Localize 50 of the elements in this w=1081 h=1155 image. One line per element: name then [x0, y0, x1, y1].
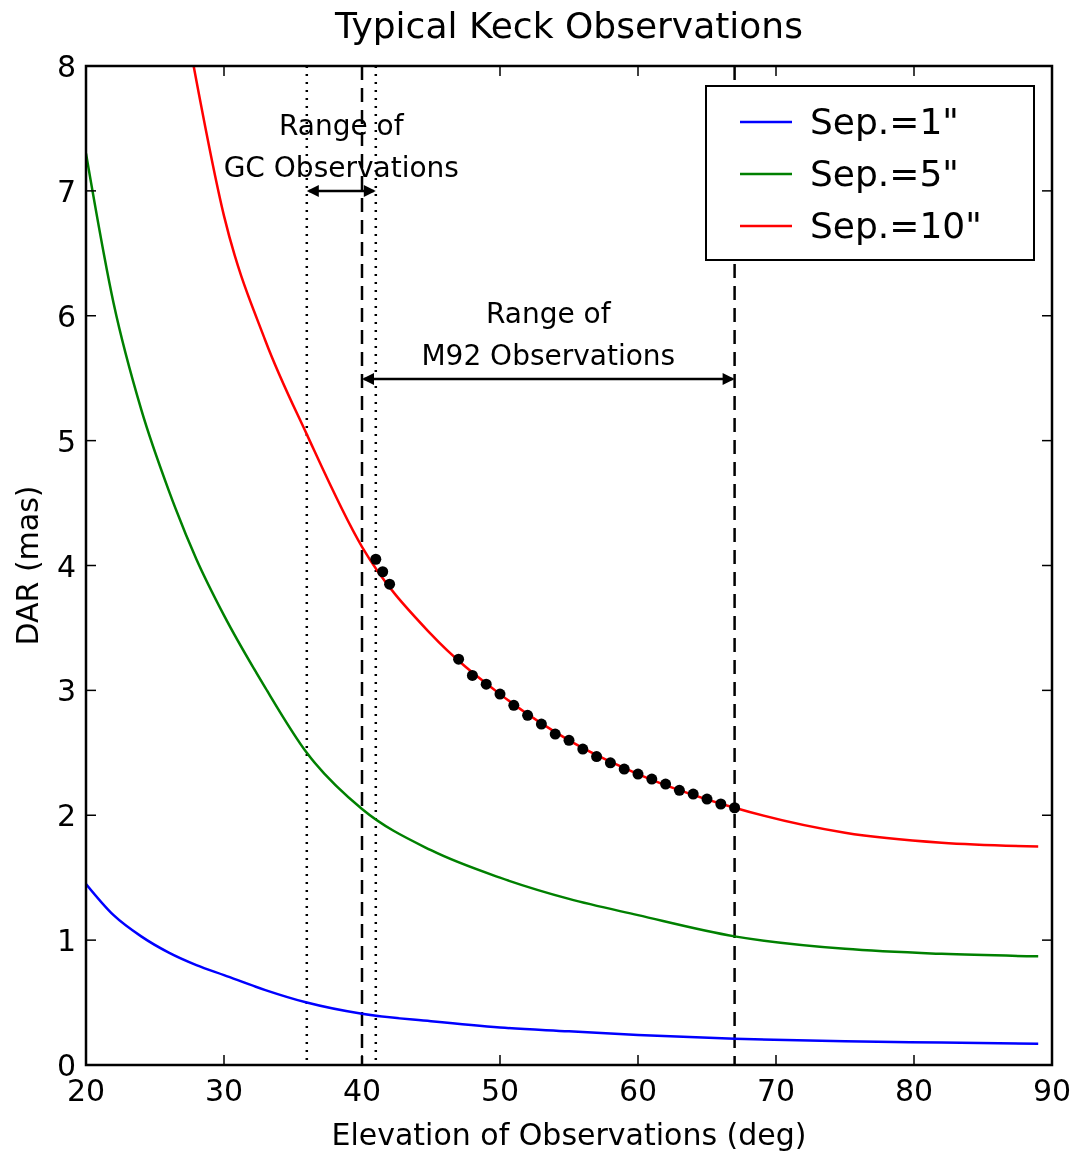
y-tick-label: 4 [56, 548, 76, 584]
point [591, 751, 603, 763]
point [660, 778, 672, 790]
y-tick-label: 1 [56, 923, 76, 959]
point [646, 773, 658, 785]
point [632, 768, 644, 780]
x-tick-label: 40 [342, 1073, 382, 1108]
point [370, 553, 382, 565]
chart-title: Typical Keck Observations [334, 5, 803, 46]
y-axis-title: DAR (mas) [10, 485, 45, 646]
point [577, 743, 589, 755]
point [563, 734, 575, 746]
x-axis-title: Elevation of Observations (deg) [331, 1117, 807, 1152]
y-tick-label: 7 [56, 173, 76, 209]
line-series [86, 882, 1040, 1046]
y-tick-label: 6 [56, 298, 76, 334]
y-tick-label: 8 [56, 49, 76, 84]
point [480, 678, 492, 690]
point [701, 793, 713, 805]
point [673, 784, 685, 796]
point [466, 669, 478, 681]
legend-label: Sep.=10" [810, 205, 982, 246]
y-tick-label: 2 [56, 798, 76, 834]
line-series [192, 66, 1040, 848]
x-tick-label: 70 [756, 1073, 796, 1108]
annotation: Range of M92 Observations [421, 297, 676, 372]
point [384, 578, 396, 590]
point [508, 699, 520, 711]
point [535, 718, 547, 730]
point [687, 788, 699, 800]
annotation: Range of GC Observations [223, 109, 459, 184]
x-tick-label: 50 [480, 1073, 520, 1108]
legend-label: Sep.=1" [810, 101, 959, 142]
x-tick-label: 80 [894, 1073, 934, 1108]
point [377, 566, 389, 578]
point [618, 763, 630, 775]
point [522, 709, 534, 721]
y-tick-label: 3 [56, 673, 76, 709]
point [549, 728, 561, 740]
point [453, 653, 465, 665]
point [729, 802, 741, 814]
x-tick-label: 60 [618, 1073, 658, 1108]
point [604, 757, 616, 769]
point [715, 798, 727, 810]
x-tick-label: 30 [204, 1073, 244, 1108]
y-tick-label: 5 [56, 423, 76, 459]
point [494, 688, 506, 700]
x-tick-label: 90 [1032, 1073, 1072, 1108]
line-series [86, 152, 1040, 958]
legend-label: Sep.=5" [810, 153, 959, 194]
